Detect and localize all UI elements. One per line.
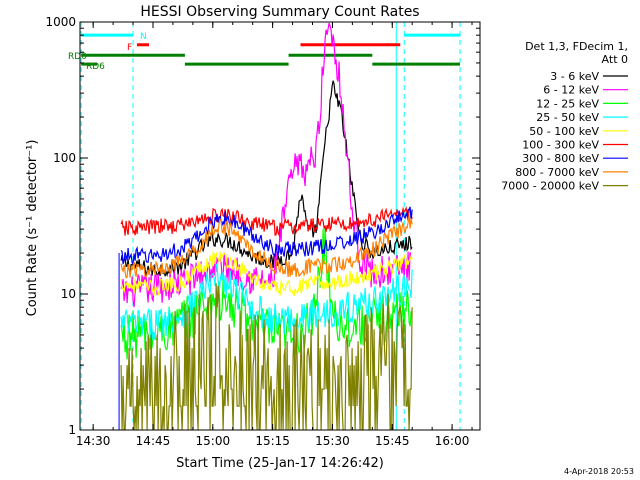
series-line-4	[120, 250, 413, 297]
legend-label-3: 25 - 50 keV	[536, 111, 599, 124]
x-tick-label-4: 15:30	[315, 434, 350, 448]
series-line-8	[120, 283, 413, 430]
legend-label-7: 800 - 7000 keV	[515, 166, 599, 179]
x-tick-label-6: 16:00	[435, 434, 470, 448]
legend-label-6: 300 - 800 keV	[522, 152, 599, 165]
legend-label-0: 3 - 6 keV	[550, 70, 599, 83]
plot-frame	[79, 21, 481, 431]
series-line-7	[120, 215, 413, 279]
flag-label-rd6: RD6	[86, 62, 105, 72]
axes: 14:30 14:45 15:00 15:15 15:30 15:45 16:00 1 10 10…	[45, 15, 481, 448]
legend-label-4: 50 - 100 keV	[529, 125, 599, 138]
chart-title: HESSI Observing Summary Count Rates	[140, 4, 419, 20]
y-tick-label-3: 1000	[45, 15, 76, 29]
legend-label-8: 7000 - 20000 keV	[501, 180, 599, 193]
x-tick-label-0: 14:30	[76, 434, 111, 448]
x-tick-label-1: 14:45	[136, 434, 171, 448]
flag-label-f: F	[127, 43, 132, 53]
flag-label-rd0: RD0	[68, 52, 87, 62]
legend-header-0: Det 1,3, FDecim 1,	[525, 40, 628, 53]
series-layer	[120, 22, 413, 430]
x-tick-label-2: 15:00	[196, 434, 231, 448]
legend-label-5: 100 - 300 keV	[522, 139, 599, 152]
legend-label-2: 12 - 25 keV	[536, 97, 599, 110]
x-axis-label: Start Time (25-Jan-17 14:26:42)	[176, 456, 384, 471]
series-line-3	[120, 263, 413, 341]
y-tick-label-0: 1	[68, 423, 76, 437]
series-line-6	[120, 206, 413, 267]
series-line-2	[120, 225, 413, 360]
legend-header-1: Att 0	[602, 53, 628, 66]
y-axis-label: Count Rate (s⁻¹ detector⁻¹)	[25, 140, 40, 317]
x-tick-label-3: 15:15	[255, 434, 290, 448]
flag-label-n: N	[140, 32, 147, 42]
timestamp: 4-Apr-2018 20:53	[564, 467, 634, 476]
legend-label-1: 6 - 12 keV	[543, 84, 599, 97]
y-tick-label-2: 100	[53, 151, 76, 165]
x-tick-label-5: 15:45	[375, 434, 410, 448]
y-tick-label-1: 10	[61, 287, 76, 301]
series-line-5	[120, 205, 413, 238]
